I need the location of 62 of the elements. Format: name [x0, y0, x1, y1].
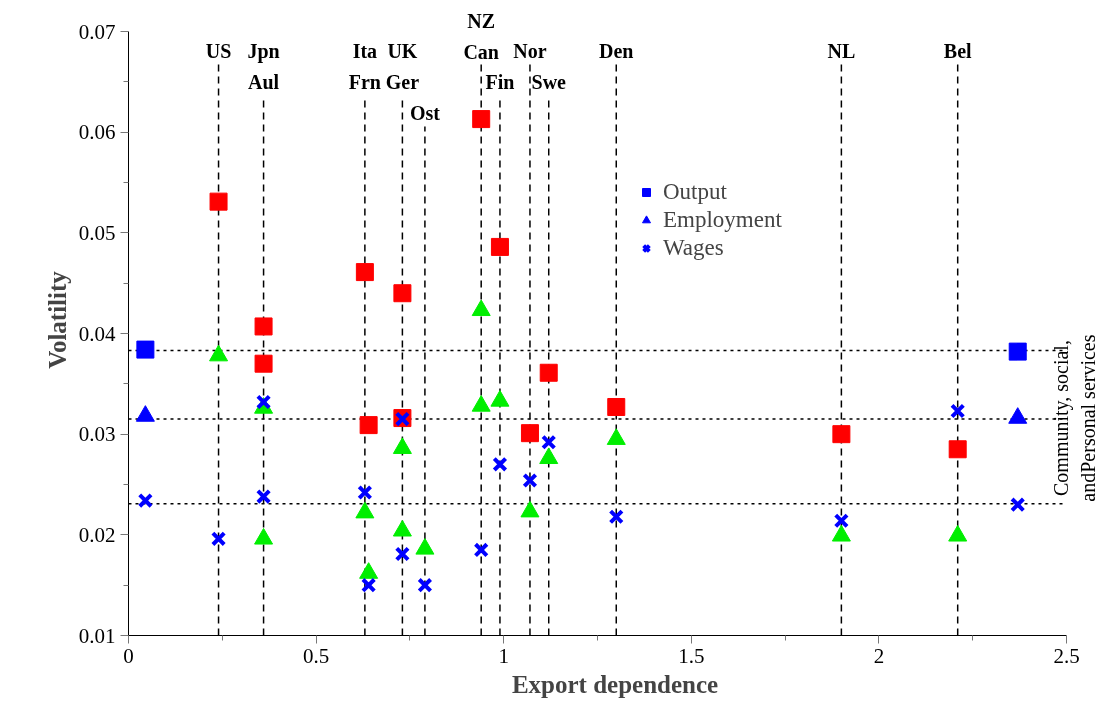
x-tick-label: 0.5	[302, 643, 330, 668]
point	[357, 484, 373, 501]
y-tick-label: 0.02	[78, 522, 116, 547]
ref-line-label: US	[205, 39, 232, 62]
ref-line-label: Den	[599, 39, 634, 62]
ref-line-label: UK Ger	[385, 39, 420, 94]
point	[255, 394, 272, 410]
legend-label: Employment	[663, 207, 782, 233]
x-tick-label: 2.5	[1053, 643, 1080, 668]
y-tick-label: 0.06	[78, 120, 116, 145]
x-tick-label: 1.5	[678, 643, 705, 668]
point	[950, 403, 966, 419]
ref-line-label: Ita Frn	[348, 39, 381, 94]
ref-line-label: NZ Can	[463, 9, 499, 64]
x-axis-title: Export dependence	[511, 670, 719, 698]
point	[355, 263, 374, 282]
annotation: Community, social, andPersonal services	[1050, 334, 1099, 502]
ref-line-label: Jpn Aul	[247, 39, 280, 94]
point	[136, 340, 155, 359]
x-tick-label: 1	[498, 643, 509, 668]
point	[490, 237, 509, 256]
point	[359, 416, 378, 435]
ref-line-label: NL	[827, 39, 856, 62]
ref-line-label: Ost	[409, 101, 441, 124]
point	[1008, 342, 1027, 361]
ref-line-label: Fin	[485, 70, 515, 93]
y-axis-title: Volatility	[43, 270, 71, 369]
legend-label: Wages	[663, 235, 724, 261]
point	[394, 546, 411, 562]
point	[254, 317, 273, 336]
point	[833, 513, 850, 529]
ref-line-label: Swe	[531, 70, 567, 93]
x-tick-label: 2	[873, 643, 885, 668]
point	[948, 440, 967, 459]
point	[1010, 496, 1026, 513]
ref-line-label: Bel	[943, 39, 973, 62]
point	[608, 509, 624, 525]
point	[254, 354, 273, 373]
point	[417, 577, 433, 593]
point	[210, 531, 227, 547]
y-tick-label: 0.07	[78, 19, 116, 44]
point	[137, 492, 154, 509]
point	[393, 284, 412, 303]
point	[522, 472, 538, 489]
point	[209, 192, 228, 211]
y-tick-label: 0.05	[78, 220, 116, 245]
point	[607, 397, 626, 416]
point	[832, 425, 851, 444]
y-tick-label: 0.04	[78, 321, 116, 346]
point	[492, 456, 508, 473]
point	[473, 542, 489, 558]
point	[520, 424, 539, 443]
point	[472, 110, 491, 129]
point	[360, 577, 377, 593]
ref-line-label: Nor	[513, 39, 547, 62]
point	[541, 434, 557, 450]
point	[255, 488, 272, 505]
x-tick-label: 0	[123, 643, 134, 668]
legend-label: Output	[663, 179, 727, 205]
point	[539, 363, 558, 382]
y-tick-label: 0.03	[78, 422, 116, 447]
y-tick-label: 0.01	[78, 623, 116, 648]
